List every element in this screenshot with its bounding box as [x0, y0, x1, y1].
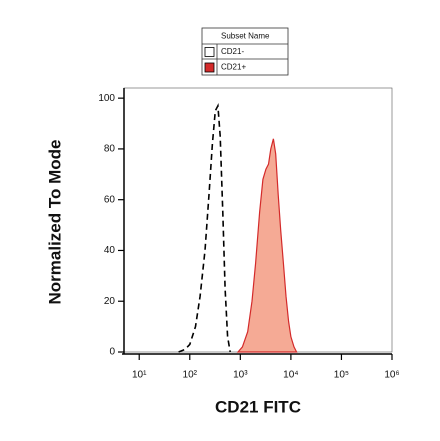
y-tick-label: 80: [104, 144, 116, 155]
histogram-area: [236, 138, 298, 353]
x-tick-label: 10⁶: [384, 370, 399, 381]
y-tick-label: 40: [104, 245, 116, 256]
y-tick-label: 100: [98, 93, 115, 104]
legend-box: [201, 27, 289, 76]
y-axis-label: Normalized To Mode: [45, 140, 64, 305]
x-tick-label: 10⁵: [334, 370, 349, 381]
legend-swatch: [204, 62, 215, 73]
x-tick-label: 10⁴: [283, 370, 298, 381]
x-tick-label: 10¹: [132, 370, 147, 381]
legend-swatch: [204, 47, 215, 57]
y-tick-label: 60: [104, 194, 116, 205]
x-axis-label: CD21 FITC: [215, 397, 301, 416]
legend-title: Subset Name: [221, 32, 270, 41]
legend-label: CD21-: [221, 47, 244, 56]
histogram-line: [178, 102, 231, 353]
legend: Subset Name: [201, 27, 289, 76]
x-tick-label: 10²: [183, 370, 198, 381]
legend-label: CD21+: [221, 63, 246, 72]
x-tick-label: 10³: [233, 370, 248, 381]
y-tick-label: 0: [109, 347, 115, 358]
y-tick-label: 20: [104, 296, 116, 307]
